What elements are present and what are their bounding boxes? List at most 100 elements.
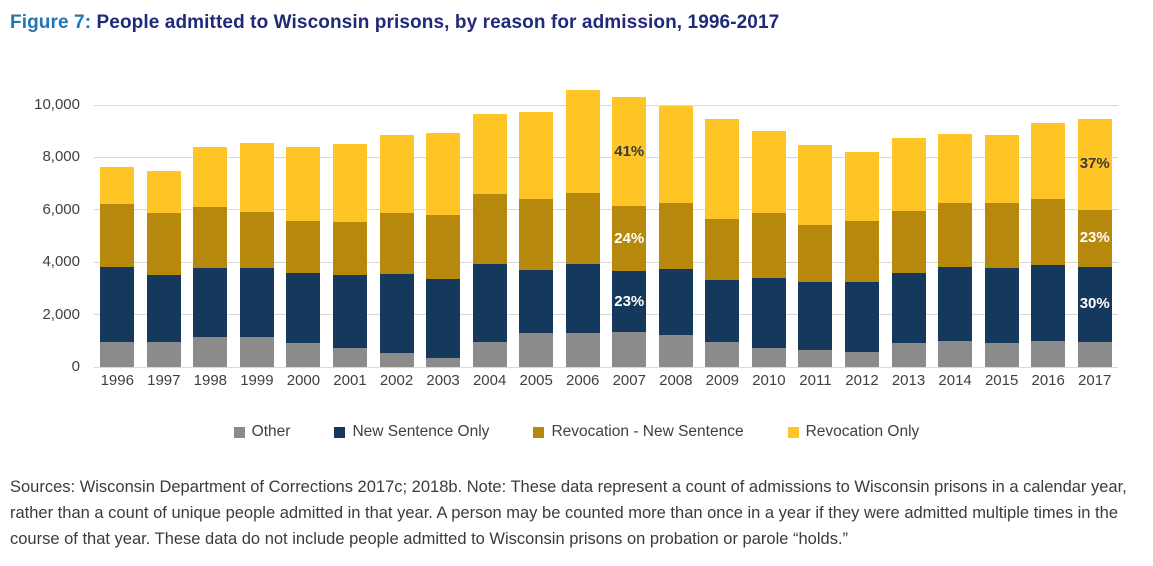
bar-segment-revocation-only <box>146 171 181 213</box>
legend-label: Revocation Only <box>805 423 920 440</box>
bar-segment-revocation-new-sentence <box>565 193 600 265</box>
y-tick-label: 10,000 <box>34 96 80 113</box>
bar-2015 <box>984 105 1019 367</box>
bar-segment-revocation-only <box>938 134 973 204</box>
x-tick-label: 2000 <box>286 372 321 389</box>
bar-segment-new-sentence-only <box>658 269 693 336</box>
bar-2003 <box>426 105 461 367</box>
bar-1998 <box>193 105 228 367</box>
bar-segment-other <box>100 341 135 367</box>
y-tick-label: 6,000 <box>42 200 80 218</box>
bar-segment-new-sentence-only <box>146 275 181 343</box>
bar-segment-other <box>519 333 554 367</box>
bar-1996 <box>100 105 135 367</box>
x-tick-label: 2002 <box>379 372 414 389</box>
bar-segment-new-sentence-only <box>100 266 135 342</box>
bar-segment-revocation-only <box>565 89 600 194</box>
bar-2008 <box>658 105 693 367</box>
bar-segment-revocation-new-sentence <box>519 199 554 270</box>
bar-2004 <box>472 105 507 367</box>
x-tick-label: 1999 <box>240 372 274 389</box>
bar-segment-revocation-only <box>845 151 879 222</box>
bar-1997 <box>146 105 181 367</box>
gridline <box>94 261 1118 263</box>
legend-item-revocation-new-sentence: Revocation - New Sentence <box>533 423 744 441</box>
legend-swatch-icon <box>787 426 799 438</box>
bar-segment-revocation-new-sentence <box>705 219 740 281</box>
bar-2007: 23% 24% 41% <box>612 97 647 367</box>
bar-segment-other <box>891 342 926 367</box>
bar-segment-revocation-new-sentence <box>426 215 461 279</box>
bar-2002 <box>379 105 414 367</box>
bar-segment-other <box>798 349 833 367</box>
bar-segment-other <box>658 335 693 367</box>
legend-label: Other <box>251 423 291 440</box>
bar-data-label: 23% <box>1079 229 1110 247</box>
bar-segment-revocation-new-sentence <box>984 203 1019 268</box>
bar-segment-new-sentence-only <box>705 280 740 343</box>
bar-2017: 30% 23% 37% <box>1077 105 1112 367</box>
bar-segment-revocation-only <box>286 147 321 221</box>
gridline <box>94 314 1118 316</box>
bar-segment-revocation-only <box>1031 123 1066 200</box>
bar-segment-other <box>612 332 647 367</box>
bar-segment-revocation-only <box>100 166 135 205</box>
bar-segment-revocation-only <box>984 134 1019 204</box>
x-tick-label: 2010 <box>752 372 786 389</box>
bar-segment-revocation-only <box>239 143 274 212</box>
figure-title: Figure 7: People admitted to Wisconsin p… <box>10 12 779 34</box>
bar-segment-other <box>751 348 786 367</box>
x-tick-label: 1996 <box>100 372 134 389</box>
bar-segment-revocation-new-sentence <box>100 204 135 267</box>
legend-swatch-icon <box>334 426 346 438</box>
x-tick-label: 2014 <box>938 372 972 389</box>
x-tick-label: 2015 <box>984 372 1019 389</box>
bar-segment-revocation-new-sentence <box>472 193 507 264</box>
bar-segment-revocation-new-sentence <box>193 206 228 268</box>
bar-segment-other <box>565 333 600 367</box>
gridline <box>94 209 1118 211</box>
bar-segment-other <box>426 357 461 367</box>
bar-segment-revocation-new-sentence <box>286 220 321 274</box>
x-tick-label: 2005 <box>519 372 553 389</box>
bar-segment-new-sentence-only <box>519 269 554 334</box>
bar-segment-new-sentence-only <box>379 274 414 354</box>
bar-data-label: 24% <box>614 229 645 247</box>
bar-segment-new-sentence-only <box>1031 265 1066 342</box>
bar-segment-revocation-only <box>519 111 554 200</box>
x-tick-label: 2007 <box>612 372 646 389</box>
source-note: Sources: Wisconsin Department of Correct… <box>10 478 1127 548</box>
bar-2001 <box>333 105 367 367</box>
bar-segment-revocation-new-sentence <box>612 206 647 272</box>
bar-segment-other <box>1077 341 1112 367</box>
bar-segment-new-sentence-only <box>891 272 926 343</box>
y-tick-label: 4,000 <box>42 253 80 271</box>
figure-number: Figure 7: <box>10 12 92 33</box>
bar-data-label: 23% <box>614 292 645 310</box>
bar-segment-revocation-new-sentence <box>333 221 367 276</box>
x-tick-label: 2006 <box>566 372 600 389</box>
bar-segment-other <box>705 342 740 367</box>
bar-segment-new-sentence-only <box>333 275 367 349</box>
y-tick-label: 8,000 <box>42 148 80 166</box>
bar-segment-revocation-only <box>379 134 414 213</box>
gridline <box>94 366 1118 368</box>
bar-segment-new-sentence-only <box>239 268 274 337</box>
bar-data-label: 37% <box>1079 155 1110 173</box>
bar-segment-new-sentence-only <box>565 264 600 334</box>
gridline <box>94 104 1118 106</box>
bar-segment-revocation-new-sentence <box>1077 209 1112 267</box>
bar-segment-revocation-new-sentence <box>938 203 973 267</box>
gridline <box>94 156 1118 158</box>
bar-segment-revocation-only <box>333 144 367 222</box>
bar-segment-revocation-new-sentence <box>658 203 693 270</box>
bar-segment-revocation-new-sentence <box>798 225 833 282</box>
bar-segment-new-sentence-only <box>286 273 321 344</box>
legend-item-other: Other <box>233 423 291 441</box>
y-axis: 0 2,000 4,000 6,000 8,000 10,000 <box>0 96 86 375</box>
bar-2016 <box>1031 105 1066 367</box>
bar-segment-new-sentence-only <box>751 277 786 349</box>
legend-label: New Sentence Only <box>352 423 490 440</box>
bar-segment-revocation-new-sentence <box>1031 199 1066 266</box>
